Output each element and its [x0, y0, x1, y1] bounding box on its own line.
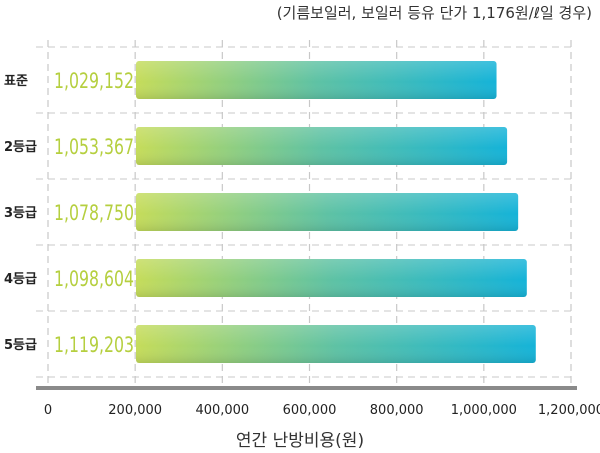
bar-shade-2 [136, 193, 519, 231]
x-tick-label-1: 200,000 [108, 403, 162, 418]
category-label-1: 2등급 [4, 140, 37, 155]
chart-subtitle: (기름보일러, 보일러 등유 단가 1,176원/ℓ일 경우) [276, 4, 592, 22]
x-axis-label: 연간 난방비용(원) [235, 431, 365, 451]
value-label-0: 1,029,152 [54, 69, 134, 93]
bar-shade-3 [136, 259, 527, 297]
bar-shade-4 [136, 325, 536, 363]
value-label-4: 1,119,203 [54, 333, 134, 357]
value-label-3: 1,098,604 [54, 267, 134, 291]
x-tick-label-2: 400,000 [195, 403, 249, 418]
x-tick-label-6: 1,200,000 [538, 403, 600, 418]
value-label-1: 1,053,367 [54, 135, 134, 159]
x-tick-label-0: 0 [44, 403, 52, 418]
x-tick-label-5: 1,000,000 [451, 403, 517, 418]
category-label-3: 4등급 [4, 272, 37, 287]
value-label-2: 1,078,750 [54, 201, 134, 225]
category-label-4: 5등급 [4, 338, 37, 353]
bar-shade-0 [136, 61, 497, 99]
x-tick-label-4: 800,000 [370, 403, 424, 418]
category-label-0: 표준 [4, 74, 28, 89]
x-tick-label-3: 600,000 [283, 403, 337, 418]
category-label-2: 3등급 [4, 206, 37, 221]
bar-shade-1 [136, 127, 508, 165]
